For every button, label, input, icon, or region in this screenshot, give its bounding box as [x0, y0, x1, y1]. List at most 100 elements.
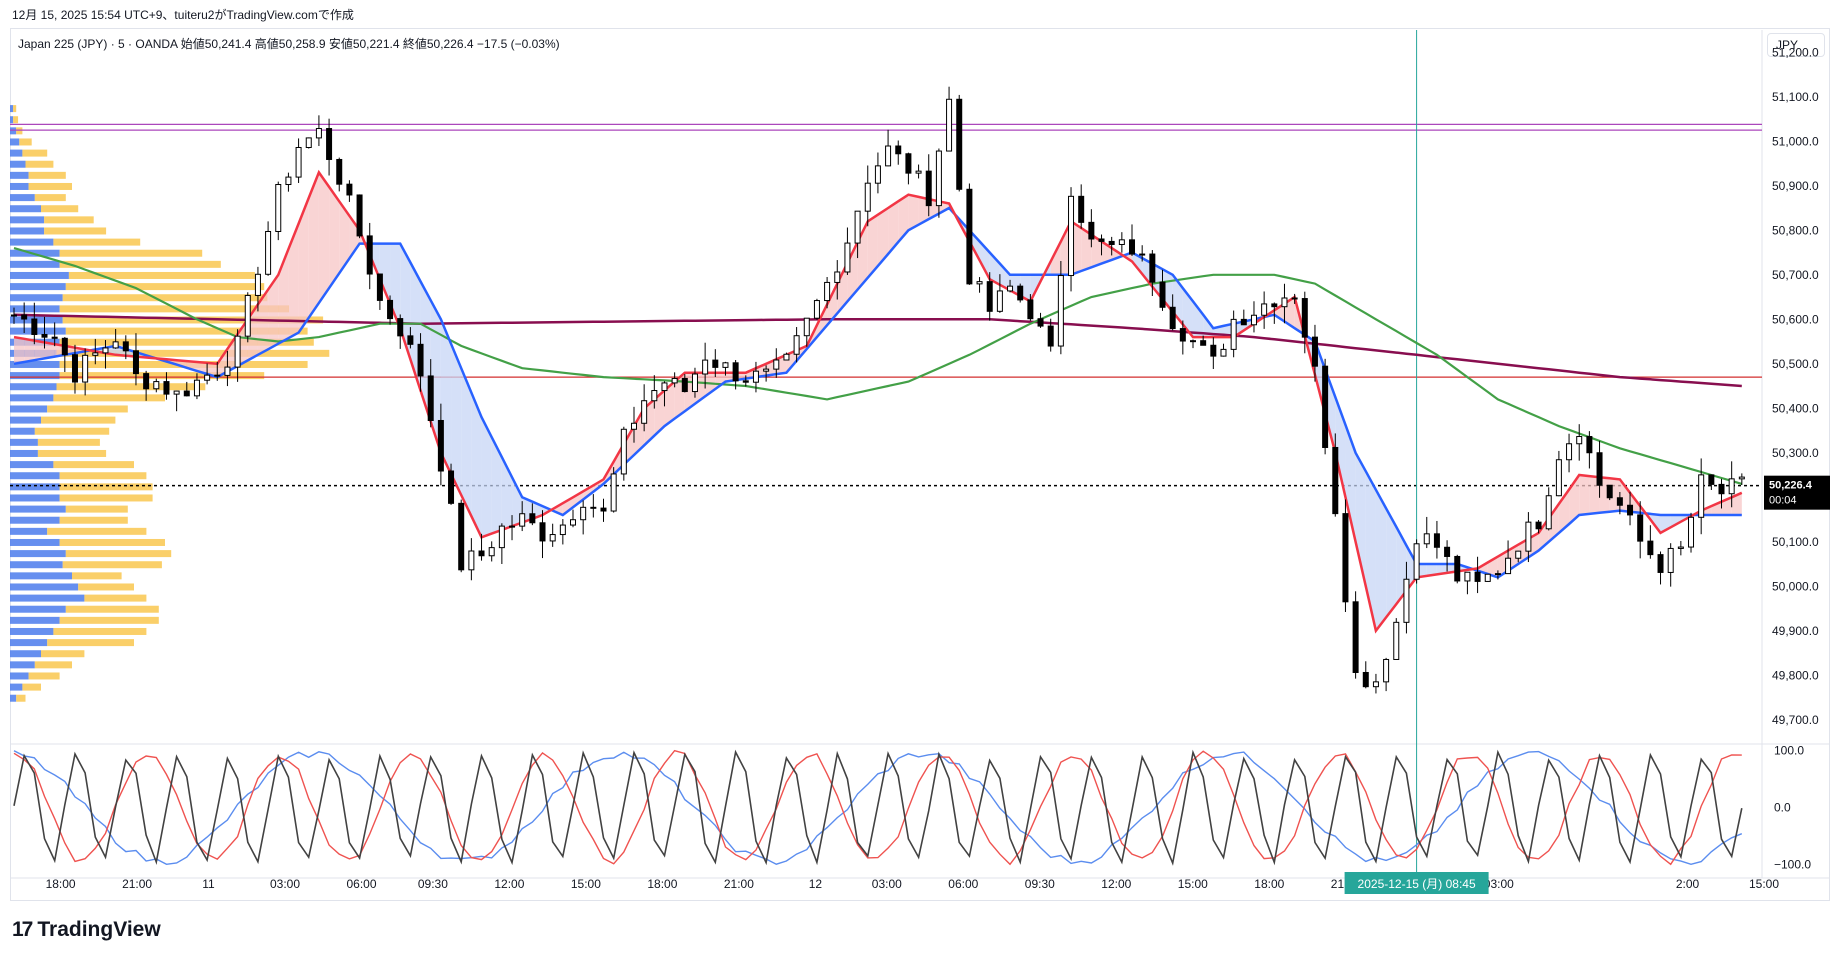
time-tick-label: 18:00 [647, 877, 677, 891]
candle-body [732, 362, 739, 382]
volume-profile-up-bar [22, 683, 41, 691]
time-tick-label: 09:30 [418, 877, 448, 891]
candle-body [1007, 285, 1014, 292]
cloud-fill [1335, 397, 1346, 498]
candle-body [132, 350, 139, 375]
volume-profile-down-bar [10, 149, 23, 157]
time-tick-label: 11 [202, 877, 215, 891]
volume-profile-down-bar [10, 494, 60, 502]
price-tick-label: 51,100.0 [1772, 90, 1819, 104]
candle-body [1393, 621, 1400, 660]
candle-body [1220, 348, 1227, 357]
candle-body [1474, 571, 1481, 582]
candle-body [630, 422, 637, 430]
cloud-fill [471, 392, 482, 538]
candle-body [224, 366, 231, 376]
candle-body [651, 390, 658, 402]
cloud-fill [491, 437, 502, 534]
volume-profile-down-bar [10, 294, 63, 302]
candle-body [102, 347, 109, 354]
cloud-fill [1365, 471, 1376, 631]
volume-profile-down-bar [10, 283, 66, 291]
time-tick-label: 21:00 [122, 877, 152, 891]
currency-button[interactable]: JPY [1767, 33, 1825, 57]
cloud-fill [1345, 424, 1356, 542]
candle-body [112, 341, 119, 349]
candle-body [1159, 281, 1166, 308]
price-tag-box [1764, 475, 1830, 510]
time-tick-label: 03:00 [872, 877, 902, 891]
volume-profile-up-bar [59, 538, 165, 546]
price-tag-value: 50,226.4 [1769, 480, 1813, 492]
candle-body [996, 290, 1003, 312]
cloud-fill [339, 201, 350, 274]
price-tick-label: 50,600.0 [1772, 312, 1819, 326]
cloud-fill [298, 197, 309, 333]
candle-body [661, 382, 668, 392]
volume-profile-up-bar [62, 294, 268, 302]
candle-body [163, 381, 170, 395]
candle-body [752, 370, 759, 383]
volume-profile-down-bar [10, 194, 35, 202]
time-tick-label: 12:00 [494, 877, 524, 891]
volume-profile-up-bar [34, 661, 72, 669]
volume-profile-up-bar [37, 449, 107, 457]
candle-body [1291, 297, 1298, 300]
cloud-fill [898, 194, 909, 243]
candle-body [783, 353, 790, 361]
cloud-fill [847, 242, 858, 302]
cloud-fill [1386, 508, 1397, 618]
candle-body [834, 271, 841, 283]
cloud-fill [1670, 515, 1681, 528]
time-tick-label: 21:00 [724, 877, 754, 891]
volume-profile-down-bar [10, 383, 57, 391]
candle-body [1535, 521, 1542, 530]
volume-profile-down-bar [10, 182, 29, 190]
time-tick-label: 15:00 [1178, 877, 1208, 891]
candle-body [763, 368, 770, 372]
cloud-fill [34, 340, 45, 361]
volume-profile-up-bar [16, 127, 23, 135]
volume-profile-down-bar [10, 260, 60, 268]
volume-profile-up-bar [72, 572, 122, 580]
candle-body [468, 550, 475, 571]
candle-body [41, 333, 48, 338]
candle-body [712, 359, 719, 368]
candle-body [529, 513, 536, 524]
volume-profile-up-bar [41, 650, 85, 658]
candle-body [864, 182, 871, 212]
volume-profile-down-bar [10, 683, 23, 691]
brand: 17 TradingView [12, 918, 161, 942]
candle-body [509, 525, 516, 528]
candle-body [1281, 297, 1288, 308]
candle-body [1484, 573, 1491, 582]
volume-profile-up-bar [34, 427, 110, 435]
candle-body [620, 428, 627, 475]
candle-body [1647, 540, 1654, 556]
candle-body [1566, 443, 1573, 461]
volume-profile-down-bar [10, 527, 48, 535]
candle-body [92, 352, 99, 356]
price-tag-countdown: 00:04 [1769, 495, 1797, 507]
volume-profile-up-bar [59, 516, 128, 524]
price-tick-label: 50,000.0 [1772, 579, 1819, 593]
candle-body [234, 335, 241, 368]
price-tick-label: 49,900.0 [1772, 624, 1819, 638]
price-tick-label: 50,400.0 [1772, 401, 1819, 415]
volume-profile-down-bar [10, 594, 85, 602]
cloud-fill [461, 368, 472, 517]
candle-body [478, 550, 485, 557]
volume-profile-up-bar [25, 160, 54, 168]
volume-profile-down-bar [10, 449, 38, 457]
volume-profile-up-bar [53, 238, 141, 246]
volume-profile-down-bar [10, 327, 66, 335]
candle-body [1698, 474, 1705, 518]
candle-body [946, 98, 953, 152]
volume-profile-up-bar [68, 271, 255, 279]
candle-body [1677, 546, 1684, 549]
volume-profile-up-bar [59, 260, 221, 268]
candle-body [976, 281, 983, 285]
cloud-fill [1274, 303, 1285, 322]
candle-body [326, 128, 333, 160]
